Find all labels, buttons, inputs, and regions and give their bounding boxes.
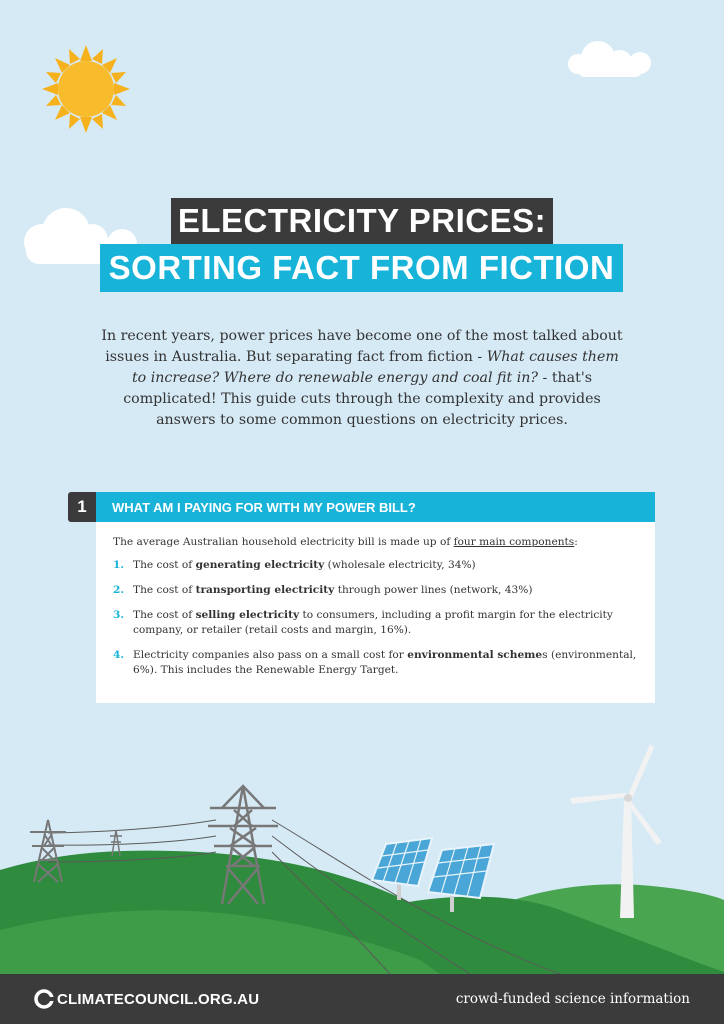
section-heading: WHAT AM I PAYING FOR WITH MY POWER BILL?	[96, 492, 655, 522]
section-intro: The average Australian household electri…	[113, 536, 639, 548]
list-item-text-end: (wholesale electricity, 34%)	[324, 559, 476, 571]
list-item-bold: generating electricity	[195, 559, 325, 571]
page-title-line2: SORTING FACT FROM FICTION	[100, 244, 623, 292]
footer-brand-text: CLIMATECOUNCIL.ORG.AU	[57, 990, 260, 1008]
section-header: 1 WHAT AM I PAYING FOR WITH MY POWER BIL…	[68, 492, 655, 522]
list-item-number: 1.	[113, 559, 125, 571]
cloud-icon	[568, 41, 651, 77]
hill-front	[0, 910, 440, 974]
footer: CLIMATECOUNCIL.ORG.AU crowd-funded scien…	[0, 974, 724, 1024]
solar-panel-icon	[426, 842, 496, 912]
climate-council-logo-icon	[34, 989, 54, 1009]
page-title-line1: ELECTRICITY PRICES:	[171, 198, 553, 244]
list-item-bold: environmental scheme	[407, 649, 543, 661]
list-item-bold: transporting electricity	[195, 584, 335, 596]
intro-text: In recent years, power prices have becom…	[101, 328, 623, 365]
list-item-text-start: The cost of	[133, 559, 196, 571]
intro-text-end: - that's complicated! This guide cuts th…	[123, 370, 601, 428]
list-item-text-start: Electricity companies also pass on a sma…	[133, 649, 408, 661]
footer-brand[interactable]: CLIMATECOUNCIL.ORG.AU	[34, 989, 259, 1009]
list-item: 4. Electricity companies also pass on a …	[113, 648, 639, 678]
list-item-text-end: to consumers, including a profit margin …	[133, 609, 613, 636]
power-lines	[47, 819, 561, 974]
sun-icon	[42, 45, 130, 133]
list-item-text-start: The cost of	[133, 609, 196, 621]
list-item-text-end: through power lines (network, 43%)	[334, 584, 533, 596]
wind-turbine-icon	[570, 744, 662, 918]
list-item: 3. The cost of selling electricity to co…	[113, 608, 639, 638]
intro-questions: What causes them to increase? Where do r…	[131, 349, 619, 386]
section-card: The average Australian household electri…	[96, 522, 655, 703]
list-item-text-start: The cost of	[133, 584, 196, 596]
footer-tagline: crowd-funded science information	[455, 991, 690, 1007]
list-item: 2. The cost of transporting electricity …	[113, 583, 639, 598]
solar-panel-icon	[370, 836, 434, 900]
sky-illustration	[24, 41, 651, 264]
list-item-text: The cost of transporting electricity thr…	[133, 583, 532, 598]
list-item: 1. The cost of generating electricity (w…	[113, 558, 639, 573]
list-item-text-end: s (environmental, 6%). This includes the…	[133, 649, 637, 676]
transmission-tower-icon	[110, 829, 122, 857]
list-item-text: The cost of generating electricity (whol…	[133, 558, 476, 573]
section-intro-text: The average Australian household electri…	[113, 536, 454, 548]
list-item-number: 2.	[113, 584, 125, 596]
section-intro-colon: :	[574, 536, 578, 548]
transmission-tower-icon	[30, 819, 66, 883]
list-item-number: 3.	[113, 609, 125, 621]
section-intro-underlined: four main components	[453, 536, 575, 548]
transmission-tower-icon	[208, 784, 278, 905]
intro-paragraph: In recent years, power prices have becom…	[96, 326, 628, 431]
list-item-text: Electricity companies also pass on a sma…	[133, 648, 639, 678]
components-list: 1. The cost of generating electricity (w…	[113, 558, 639, 678]
landscape-illustration	[0, 744, 724, 974]
list-item-bold: selling electricity	[195, 609, 300, 621]
list-item-text: The cost of selling electricity to consu…	[133, 608, 639, 638]
section-number: 1	[68, 492, 96, 522]
list-item-number: 4.	[113, 649, 125, 661]
